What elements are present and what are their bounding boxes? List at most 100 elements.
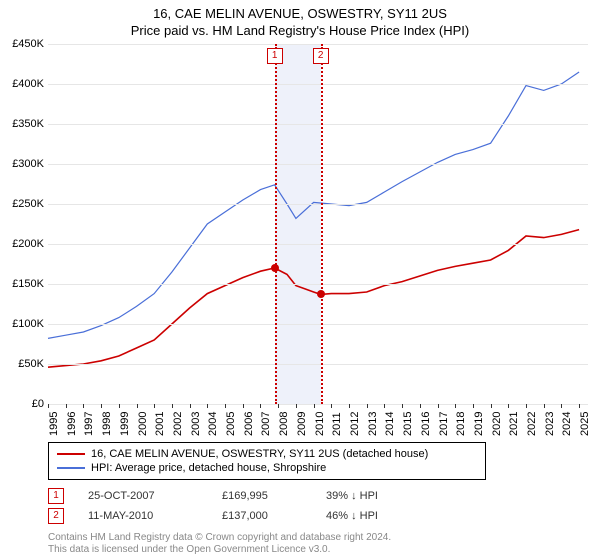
x-tick-label: 2000: [137, 412, 149, 436]
footer-line1: Contains HM Land Registry data © Crown c…: [48, 532, 391, 544]
event-price-2: £137,000: [222, 510, 302, 522]
x-tick-mark: [438, 404, 439, 408]
x-tick-mark: [544, 404, 545, 408]
x-tick-mark: [420, 404, 421, 408]
x-tick-label: 1998: [101, 412, 113, 436]
event-marker-box: 1: [267, 48, 283, 64]
event-num-1: 1: [48, 488, 64, 504]
y-tick-label: £100K: [4, 318, 44, 330]
y-gridline: [48, 164, 588, 165]
x-tick-mark: [48, 404, 49, 408]
y-tick-label: £150K: [4, 278, 44, 290]
x-tick-label: 2012: [349, 412, 361, 436]
x-tick-label: 2007: [260, 412, 272, 436]
x-tick-mark: [296, 404, 297, 408]
event-diff-1: 39% ↓ HPI: [326, 490, 416, 502]
x-tick-mark: [172, 404, 173, 408]
x-tick-label: 2008: [278, 412, 290, 436]
legend-swatch-hpi: [57, 467, 85, 469]
x-tick-mark: [119, 404, 120, 408]
x-tick-mark: [101, 404, 102, 408]
x-tick-label: 2025: [579, 412, 591, 436]
x-tick-label: 2015: [402, 412, 414, 436]
x-tick-mark: [243, 404, 244, 408]
series-line-hpi: [48, 72, 579, 338]
series-line-property: [48, 230, 579, 368]
chart-subtitle: Price paid vs. HM Land Registry's House …: [0, 21, 600, 42]
x-tick-mark: [225, 404, 226, 408]
x-tick-mark: [314, 404, 315, 408]
x-tick-label: 2001: [154, 412, 166, 436]
x-tick-label: 1995: [48, 412, 60, 436]
legend-label-hpi: HPI: Average price, detached house, Shro…: [91, 462, 326, 474]
event-date-1: 25-OCT-2007: [88, 490, 198, 502]
x-tick-mark: [260, 404, 261, 408]
x-tick-mark: [508, 404, 509, 408]
y-tick-label: £50K: [4, 358, 44, 370]
x-tick-label: 2022: [526, 412, 538, 436]
chart-plot-area: £0£50K£100K£150K£200K£250K£300K£350K£400…: [48, 44, 588, 405]
x-tick-label: 2023: [544, 412, 556, 436]
x-tick-label: 2019: [473, 412, 485, 436]
x-tick-mark: [384, 404, 385, 408]
x-tick-mark: [491, 404, 492, 408]
x-tick-mark: [83, 404, 84, 408]
x-tick-label: 1999: [119, 412, 131, 436]
x-tick-label: 2002: [172, 412, 184, 436]
y-gridline: [48, 284, 588, 285]
event-dot: [317, 290, 325, 298]
event-marker-box: 2: [313, 48, 329, 64]
x-tick-label: 2006: [243, 412, 255, 436]
legend-item-hpi: HPI: Average price, detached house, Shro…: [57, 461, 477, 475]
event-num-2: 2: [48, 508, 64, 524]
event-diff-2: 46% ↓ HPI: [326, 510, 416, 522]
y-tick-label: £0: [4, 398, 44, 410]
x-tick-mark: [66, 404, 67, 408]
x-tick-mark: [331, 404, 332, 408]
legend-swatch-property: [57, 453, 85, 455]
x-tick-mark: [278, 404, 279, 408]
x-tick-mark: [207, 404, 208, 408]
event-price-1: £169,995: [222, 490, 302, 502]
y-gridline: [48, 244, 588, 245]
y-gridline: [48, 124, 588, 125]
event-row-2: 2 11-MAY-2010 £137,000 46% ↓ HPI: [48, 506, 416, 526]
y-gridline: [48, 364, 588, 365]
event-line: [275, 44, 277, 404]
y-tick-label: £400K: [4, 78, 44, 90]
footer-line2: This data is licensed under the Open Gov…: [48, 544, 391, 556]
x-tick-mark: [526, 404, 527, 408]
event-date-2: 11-MAY-2010: [88, 510, 198, 522]
x-tick-label: 2020: [491, 412, 503, 436]
y-gridline: [48, 84, 588, 85]
events-table: 1 25-OCT-2007 £169,995 39% ↓ HPI 2 11-MA…: [48, 486, 416, 526]
x-tick-mark: [137, 404, 138, 408]
x-tick-label: 2005: [225, 412, 237, 436]
x-tick-label: 2017: [438, 412, 450, 436]
x-tick-label: 1997: [83, 412, 95, 436]
event-line: [321, 44, 323, 404]
x-tick-mark: [154, 404, 155, 408]
x-tick-label: 2009: [296, 412, 308, 436]
legend-label-property: 16, CAE MELIN AVENUE, OSWESTRY, SY11 2US…: [91, 448, 428, 460]
y-tick-label: £250K: [4, 198, 44, 210]
x-tick-mark: [579, 404, 580, 408]
event-row-1: 1 25-OCT-2007 £169,995 39% ↓ HPI: [48, 486, 416, 506]
y-tick-label: £450K: [4, 38, 44, 50]
event-dot: [271, 264, 279, 272]
y-gridline: [48, 44, 588, 45]
x-tick-mark: [561, 404, 562, 408]
x-tick-label: 2021: [508, 412, 520, 436]
legend-item-property: 16, CAE MELIN AVENUE, OSWESTRY, SY11 2US…: [57, 447, 477, 461]
x-tick-label: 2011: [331, 412, 343, 436]
x-tick-mark: [349, 404, 350, 408]
x-tick-mark: [473, 404, 474, 408]
y-gridline: [48, 324, 588, 325]
footer-attribution: Contains HM Land Registry data © Crown c…: [48, 532, 391, 556]
x-tick-label: 2010: [314, 412, 326, 436]
x-tick-mark: [190, 404, 191, 408]
x-tick-label: 2003: [190, 412, 202, 436]
x-tick-mark: [402, 404, 403, 408]
y-gridline: [48, 404, 588, 405]
chart-title: 16, CAE MELIN AVENUE, OSWESTRY, SY11 2US: [0, 0, 600, 21]
